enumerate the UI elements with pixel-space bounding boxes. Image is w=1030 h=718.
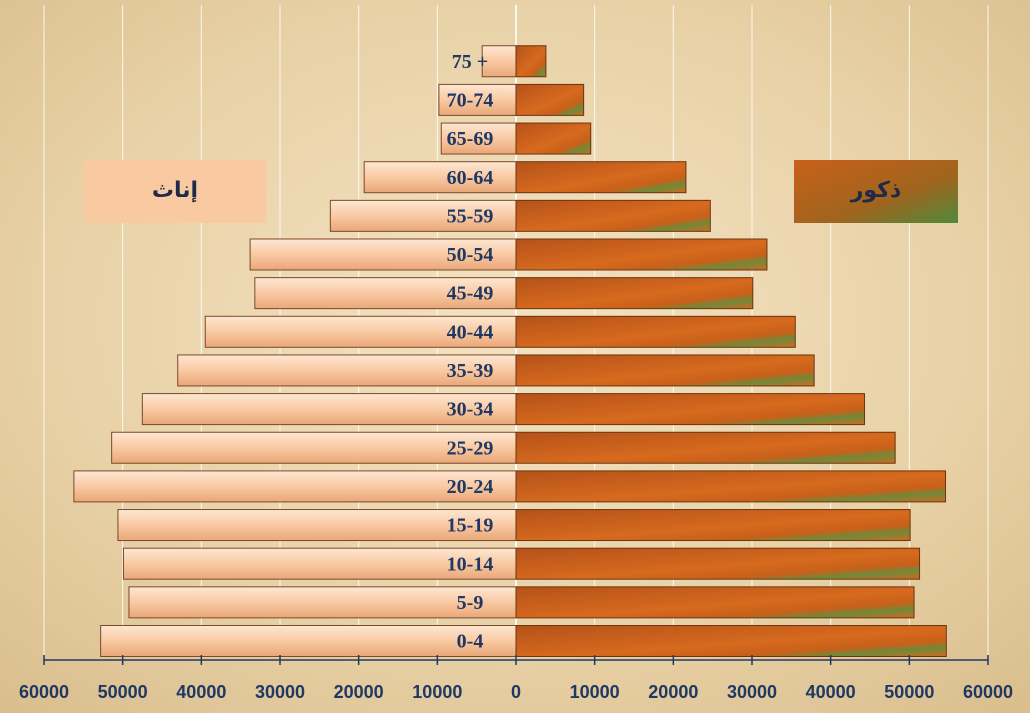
bar (515, 509, 911, 542)
category-label: 70-74 (447, 89, 494, 111)
category-label: 0-4 (457, 631, 484, 653)
bar (515, 238, 768, 271)
bar (363, 161, 517, 194)
x-tick-label: 50000 (98, 682, 148, 702)
legend-label: إناث (152, 178, 198, 203)
x-tick-label: 40000 (806, 682, 856, 702)
x-tick-label: 50000 (884, 682, 934, 702)
category-label: 20-24 (447, 476, 494, 498)
bar (515, 315, 796, 348)
bar (329, 199, 517, 232)
bar (515, 45, 547, 78)
x-tick-label: 20000 (648, 682, 698, 702)
category-label: 65-69 (447, 128, 494, 150)
category-label: 15-19 (447, 515, 494, 537)
bar (515, 625, 947, 657)
x-tick-label: 60000 (963, 682, 1013, 702)
bar (111, 431, 517, 464)
category-label: 25-29 (447, 437, 494, 459)
category-label: 45-49 (447, 283, 494, 305)
bar (117, 509, 517, 542)
bar (515, 586, 915, 619)
bar (128, 586, 517, 619)
legend-swatch (84, 160, 266, 223)
bar (177, 354, 517, 387)
bar (440, 122, 517, 155)
category-label: 30-34 (447, 399, 494, 421)
x-tick-label: 0 (511, 682, 521, 702)
legend-swatch (794, 160, 958, 223)
x-tick-label: 10000 (570, 682, 620, 702)
bar (100, 625, 517, 657)
category-label: 55-59 (447, 205, 494, 227)
category-label: 50-54 (447, 244, 494, 266)
bar (515, 83, 585, 116)
bar (204, 315, 517, 348)
bar (515, 122, 592, 155)
bar (122, 547, 517, 580)
bar (515, 199, 711, 232)
bar (515, 470, 947, 503)
bar (515, 393, 865, 426)
x-tick-label: 60000 (19, 682, 69, 702)
legend-label: ذكور (850, 178, 902, 203)
bar (141, 393, 517, 426)
bar (515, 161, 687, 194)
category-label: 40-44 (447, 321, 494, 343)
bar (515, 431, 896, 464)
bar (254, 277, 517, 310)
category-label: 60-64 (447, 167, 494, 189)
bar (438, 83, 517, 116)
bar (481, 45, 517, 78)
x-tick-label: 40000 (176, 682, 226, 702)
bar (515, 547, 921, 580)
x-tick-label: 30000 (255, 682, 305, 702)
category-label: 10-14 (447, 553, 494, 575)
x-tick-label: 10000 (412, 682, 462, 702)
category-label: 75 + (452, 51, 488, 73)
bar (515, 354, 815, 387)
x-tick-label: 30000 (727, 682, 777, 702)
category-label: 35-39 (447, 360, 494, 382)
x-tick-label: 20000 (334, 682, 384, 702)
category-label: 5-9 (457, 592, 484, 614)
bar (515, 277, 754, 310)
bar (249, 238, 517, 271)
